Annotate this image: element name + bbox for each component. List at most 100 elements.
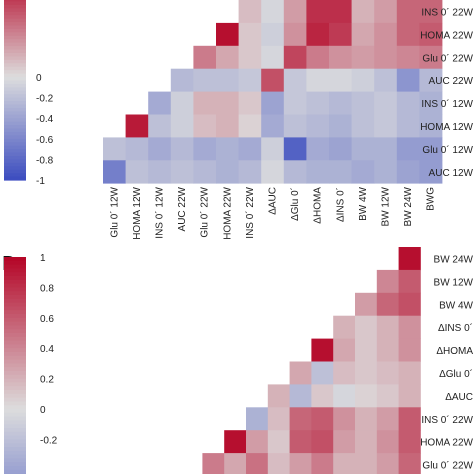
colorbar-b-segment xyxy=(4,397,26,402)
colorbar-b-tick-label: 0.6 xyxy=(40,314,54,325)
heatmap-b-cell xyxy=(398,292,421,317)
heatmap-a-column-label: ΔAUC xyxy=(268,187,279,215)
colorbar-a-segment xyxy=(4,1,26,6)
heatmap-a-cell xyxy=(216,91,239,115)
heatmap-a-cell xyxy=(306,114,330,138)
colorbar-a-segment xyxy=(4,152,26,157)
heatmap-a-cell xyxy=(396,137,420,161)
heatmap-a-column-label: ΔHOMA xyxy=(313,187,324,224)
heatmap-a-column-label: HOMA 12W xyxy=(132,186,143,239)
heatmap-b-cell xyxy=(376,361,399,385)
heatmap-b-row-label: HOMA 22W xyxy=(420,438,473,449)
heatmap-a-cell xyxy=(238,160,262,184)
heatmap-b-cell xyxy=(376,430,399,454)
heatmap-b-cell xyxy=(398,430,421,454)
heatmap-a-cell xyxy=(396,22,420,47)
colorbar-a-segment xyxy=(4,94,26,99)
colorbar-a-segment xyxy=(4,97,26,102)
heatmap-a-cell xyxy=(374,137,398,161)
heatmap-a-cell xyxy=(283,91,307,115)
heatmap-a-column-label: INS 0´ 12W xyxy=(154,186,166,238)
colorbar-b-segment xyxy=(4,325,26,330)
heatmap-b-cell xyxy=(289,384,312,408)
colorbar-a-segment xyxy=(4,176,26,181)
colorbar-b-segment xyxy=(4,447,26,452)
colorbar-a-segment xyxy=(4,83,26,88)
colorbar-b-tick-label: 1 xyxy=(40,253,46,264)
colorbar-b-segment xyxy=(4,283,26,288)
colorbar-a-segment xyxy=(4,169,26,174)
heatmap-a-cell xyxy=(351,114,375,138)
colorbar-a-segment xyxy=(4,121,26,126)
heatmap-b-cell xyxy=(398,247,421,271)
colorbar-b-segment xyxy=(4,458,26,463)
heatmap-a-cell xyxy=(396,68,420,92)
heatmap-b-cell xyxy=(376,407,399,431)
heatmap-b-cell xyxy=(202,453,225,474)
heatmap-a-row-label: INS 0´ 22W xyxy=(421,6,473,18)
heatmap-a-cell xyxy=(283,45,307,70)
colorbar-a-segment xyxy=(4,32,26,37)
heatmap-a-cell xyxy=(261,68,285,92)
heatmap-a-cell xyxy=(125,114,149,138)
heatmap-a-cell xyxy=(351,22,375,47)
heatmap-a-cell xyxy=(329,160,352,184)
heatmap-a-cell xyxy=(419,68,443,92)
heatmap-a-cell xyxy=(170,114,194,138)
heatmap-b-row-label: Glu 0´ 22W xyxy=(422,460,473,472)
colorbar-b-segment xyxy=(4,386,26,391)
heatmap-a-cell xyxy=(216,68,239,92)
heatmap-a-cell xyxy=(148,91,172,115)
heatmap-a-cell xyxy=(396,45,420,70)
heatmap-a-cell xyxy=(396,0,420,24)
heatmap-b-row-label: ΔGlu 0´ xyxy=(439,368,473,380)
colorbar-b-segment xyxy=(4,390,26,395)
colorbar-a-segment xyxy=(4,4,26,9)
heatmap-a-cell xyxy=(329,45,352,70)
colorbar-a-segment xyxy=(4,8,26,13)
colorbar-b-segment xyxy=(4,420,26,425)
colorbar-b-segment xyxy=(4,344,26,349)
heatmap-a-cell xyxy=(329,91,352,115)
colorbar-b-segment xyxy=(4,378,26,383)
heatmap-b-cell xyxy=(355,361,378,385)
heatmap-a-cell xyxy=(216,160,239,184)
heatmap-a-cell xyxy=(351,0,375,24)
heatmap-a-cell xyxy=(238,45,262,70)
colorbar-b-segment xyxy=(4,462,26,467)
colorbar-a-segment xyxy=(4,173,26,178)
colorbar-a-segment xyxy=(4,107,26,112)
colorbar-a-tick-label: -0.4 xyxy=(36,114,54,125)
heatmap-a-cell xyxy=(374,68,398,92)
heatmap-b-cell xyxy=(355,292,378,317)
heatmap-b-cell xyxy=(246,453,269,474)
heatmap-a-cell xyxy=(261,22,285,47)
heatmap-a-cell xyxy=(396,91,420,115)
heatmap-b-cell xyxy=(267,430,290,454)
colorbar-a-segment xyxy=(4,73,26,78)
heatmap-b-cell xyxy=(355,338,378,362)
heatmap-a-cell xyxy=(306,22,330,47)
heatmap-a-cell xyxy=(306,0,330,24)
colorbar-a-segment xyxy=(4,149,26,154)
colorbar-b-segment xyxy=(4,409,26,414)
heatmap-a-cell xyxy=(419,22,443,47)
heatmap-a-cell xyxy=(306,45,330,70)
colorbar-a-segment xyxy=(4,111,26,116)
heatmap-b-cell xyxy=(289,407,312,431)
colorbar-b-segment xyxy=(4,272,26,277)
heatmap-a-cell xyxy=(283,0,307,24)
heatmap-a-cell xyxy=(261,45,285,70)
colorbar-b-segment xyxy=(4,306,26,311)
colorbar-a-segment xyxy=(4,46,26,51)
heatmap-a-cell xyxy=(193,45,217,70)
heatmap-b-cell xyxy=(289,430,312,454)
heatmap-b-cell xyxy=(267,384,290,408)
heatmap-b-cell xyxy=(398,453,421,474)
heatmap-a-cell xyxy=(283,114,307,138)
colorbar-a-tick-label: -0.6 xyxy=(36,135,54,146)
colorbar-a-segment xyxy=(4,118,26,123)
colorbar-a-tick-label: -1 xyxy=(36,176,45,187)
colorbar-b-segment xyxy=(4,374,26,380)
